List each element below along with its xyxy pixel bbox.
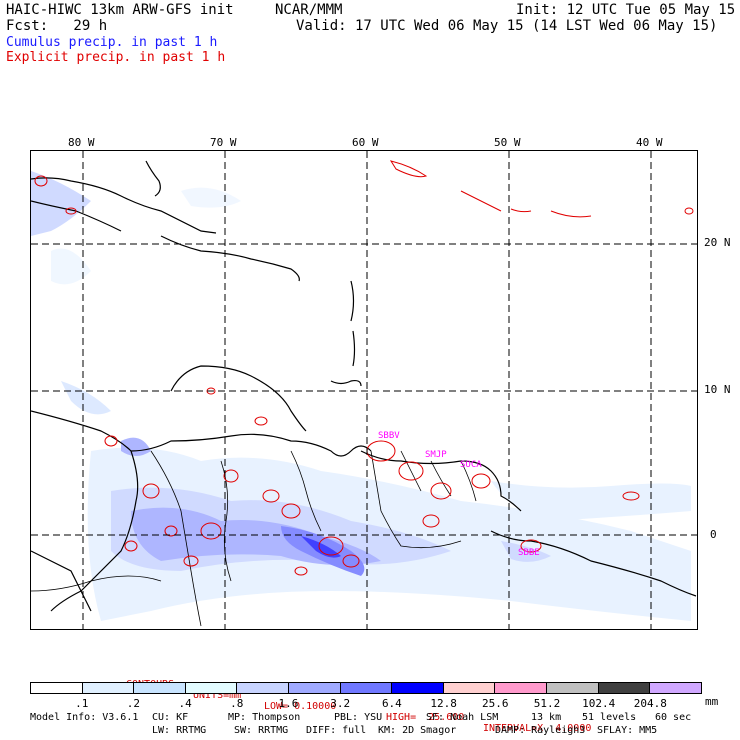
graticule [31, 151, 697, 629]
station-label-soca: SOCA [460, 460, 482, 470]
boundaries [31, 450, 477, 627]
color-bar-swatch [392, 683, 444, 693]
station-label-sbbv: SBBV [378, 431, 400, 441]
color-bar-swatch [185, 683, 238, 693]
color-bar-swatch [237, 683, 290, 693]
color-bar-label: .4 [178, 697, 192, 710]
color-bar-label: 102.4 [582, 697, 616, 710]
color-bar-swatch [31, 683, 83, 693]
color-bar-swatch [547, 683, 599, 693]
color-bar-swatch [134, 683, 186, 693]
color-bar-swatch [289, 683, 341, 693]
contours-interval: INTERVAL=X 4.0000 [483, 723, 592, 734]
lat-label-0: 0 [710, 528, 717, 541]
model-info-item: MP: Thompson [228, 712, 301, 723]
model-info-item: DIFF: full [306, 725, 367, 736]
color-bar-swatch [495, 683, 548, 693]
color-bar-label: 51.2 [533, 697, 561, 710]
explicit-precip-contours [34, 160, 694, 576]
color-bar-swatch [650, 683, 701, 693]
color-bar-unit: mm [705, 695, 719, 708]
model-info-item: SF: Noah LSM [426, 712, 499, 723]
model-info-item: PBL: YSU [334, 712, 383, 723]
color-bar-label: 25.6 [482, 697, 509, 710]
lon-label-40w: 40 W [636, 136, 663, 149]
color-bar-swatch [598, 683, 651, 693]
color-bar-label: 6.4 [381, 697, 402, 710]
coastlines [31, 160, 697, 612]
color-bar-label: 3.2 [330, 697, 351, 710]
org-label: NCAR/MMM [275, 2, 343, 18]
color-bar-swatch [443, 683, 496, 693]
model-info-item: 60 sec [655, 712, 692, 723]
lon-label-60w: 60 W [352, 136, 379, 149]
model-info-item: DAMP: Rayleigh3 [495, 725, 586, 736]
model-title: HAIC-HIWC 13km ARW-GFS init [6, 2, 234, 18]
contours-units: UNITS=mm [193, 690, 242, 701]
map-canvas [31, 151, 697, 629]
valid-time: Valid: 17 UTC Wed 06 May 15 (14 LST Wed … [296, 18, 718, 34]
model-info-item: 51 levels [582, 712, 637, 723]
lon-label-70w: 70 W [210, 136, 237, 149]
model-info-item: Model Info: V3.6.1 [30, 712, 139, 723]
model-info-item: SW: RRTMG [234, 725, 289, 736]
color-bar-label: 1.6 [278, 697, 299, 710]
lon-label-50w: 50 W [494, 136, 521, 149]
cumulus-precip-field [31, 171, 691, 621]
model-info-item: KM: 2D Smagor [378, 725, 457, 736]
color-bar-label: .2 [126, 697, 141, 710]
model-info-item: SFLAY: MM5 [597, 725, 658, 736]
color-bar-label: .1 [75, 697, 89, 710]
model-info-item: CU: KF [152, 712, 189, 723]
color-bar-label: 204.8 [633, 697, 667, 710]
init-time: Init: 12 UTC Tue 05 May 15 [516, 2, 736, 18]
model-info-item: LW: RRTMG [152, 725, 207, 736]
station-label-sbbe: SBBE [518, 548, 540, 558]
explicit-legend: Explicit precip. in past 1 h [6, 50, 226, 65]
lon-label-80w: 80 W [68, 136, 95, 149]
cumulus-legend: Cumulus precip. in past 1 h [6, 35, 218, 50]
contours-high: HIGH= 25.600 [386, 712, 465, 723]
color-bar [30, 682, 702, 694]
color-bar-swatch [340, 683, 393, 693]
forecast-hour: Fcst: 29 h [6, 18, 108, 34]
color-bar-label: .8 [230, 697, 244, 710]
precip-map [30, 150, 698, 630]
lat-label-10n: 10 N [704, 383, 731, 396]
color-bar-swatch [82, 683, 135, 693]
contours-low: LOW= 0.10000 [264, 701, 337, 712]
lat-label-20n: 20 N [704, 236, 731, 249]
color-bar-label: 12.8 [430, 697, 457, 710]
station-label-smjp: SMJP [425, 450, 447, 460]
model-info-item: 13 km [531, 712, 562, 723]
